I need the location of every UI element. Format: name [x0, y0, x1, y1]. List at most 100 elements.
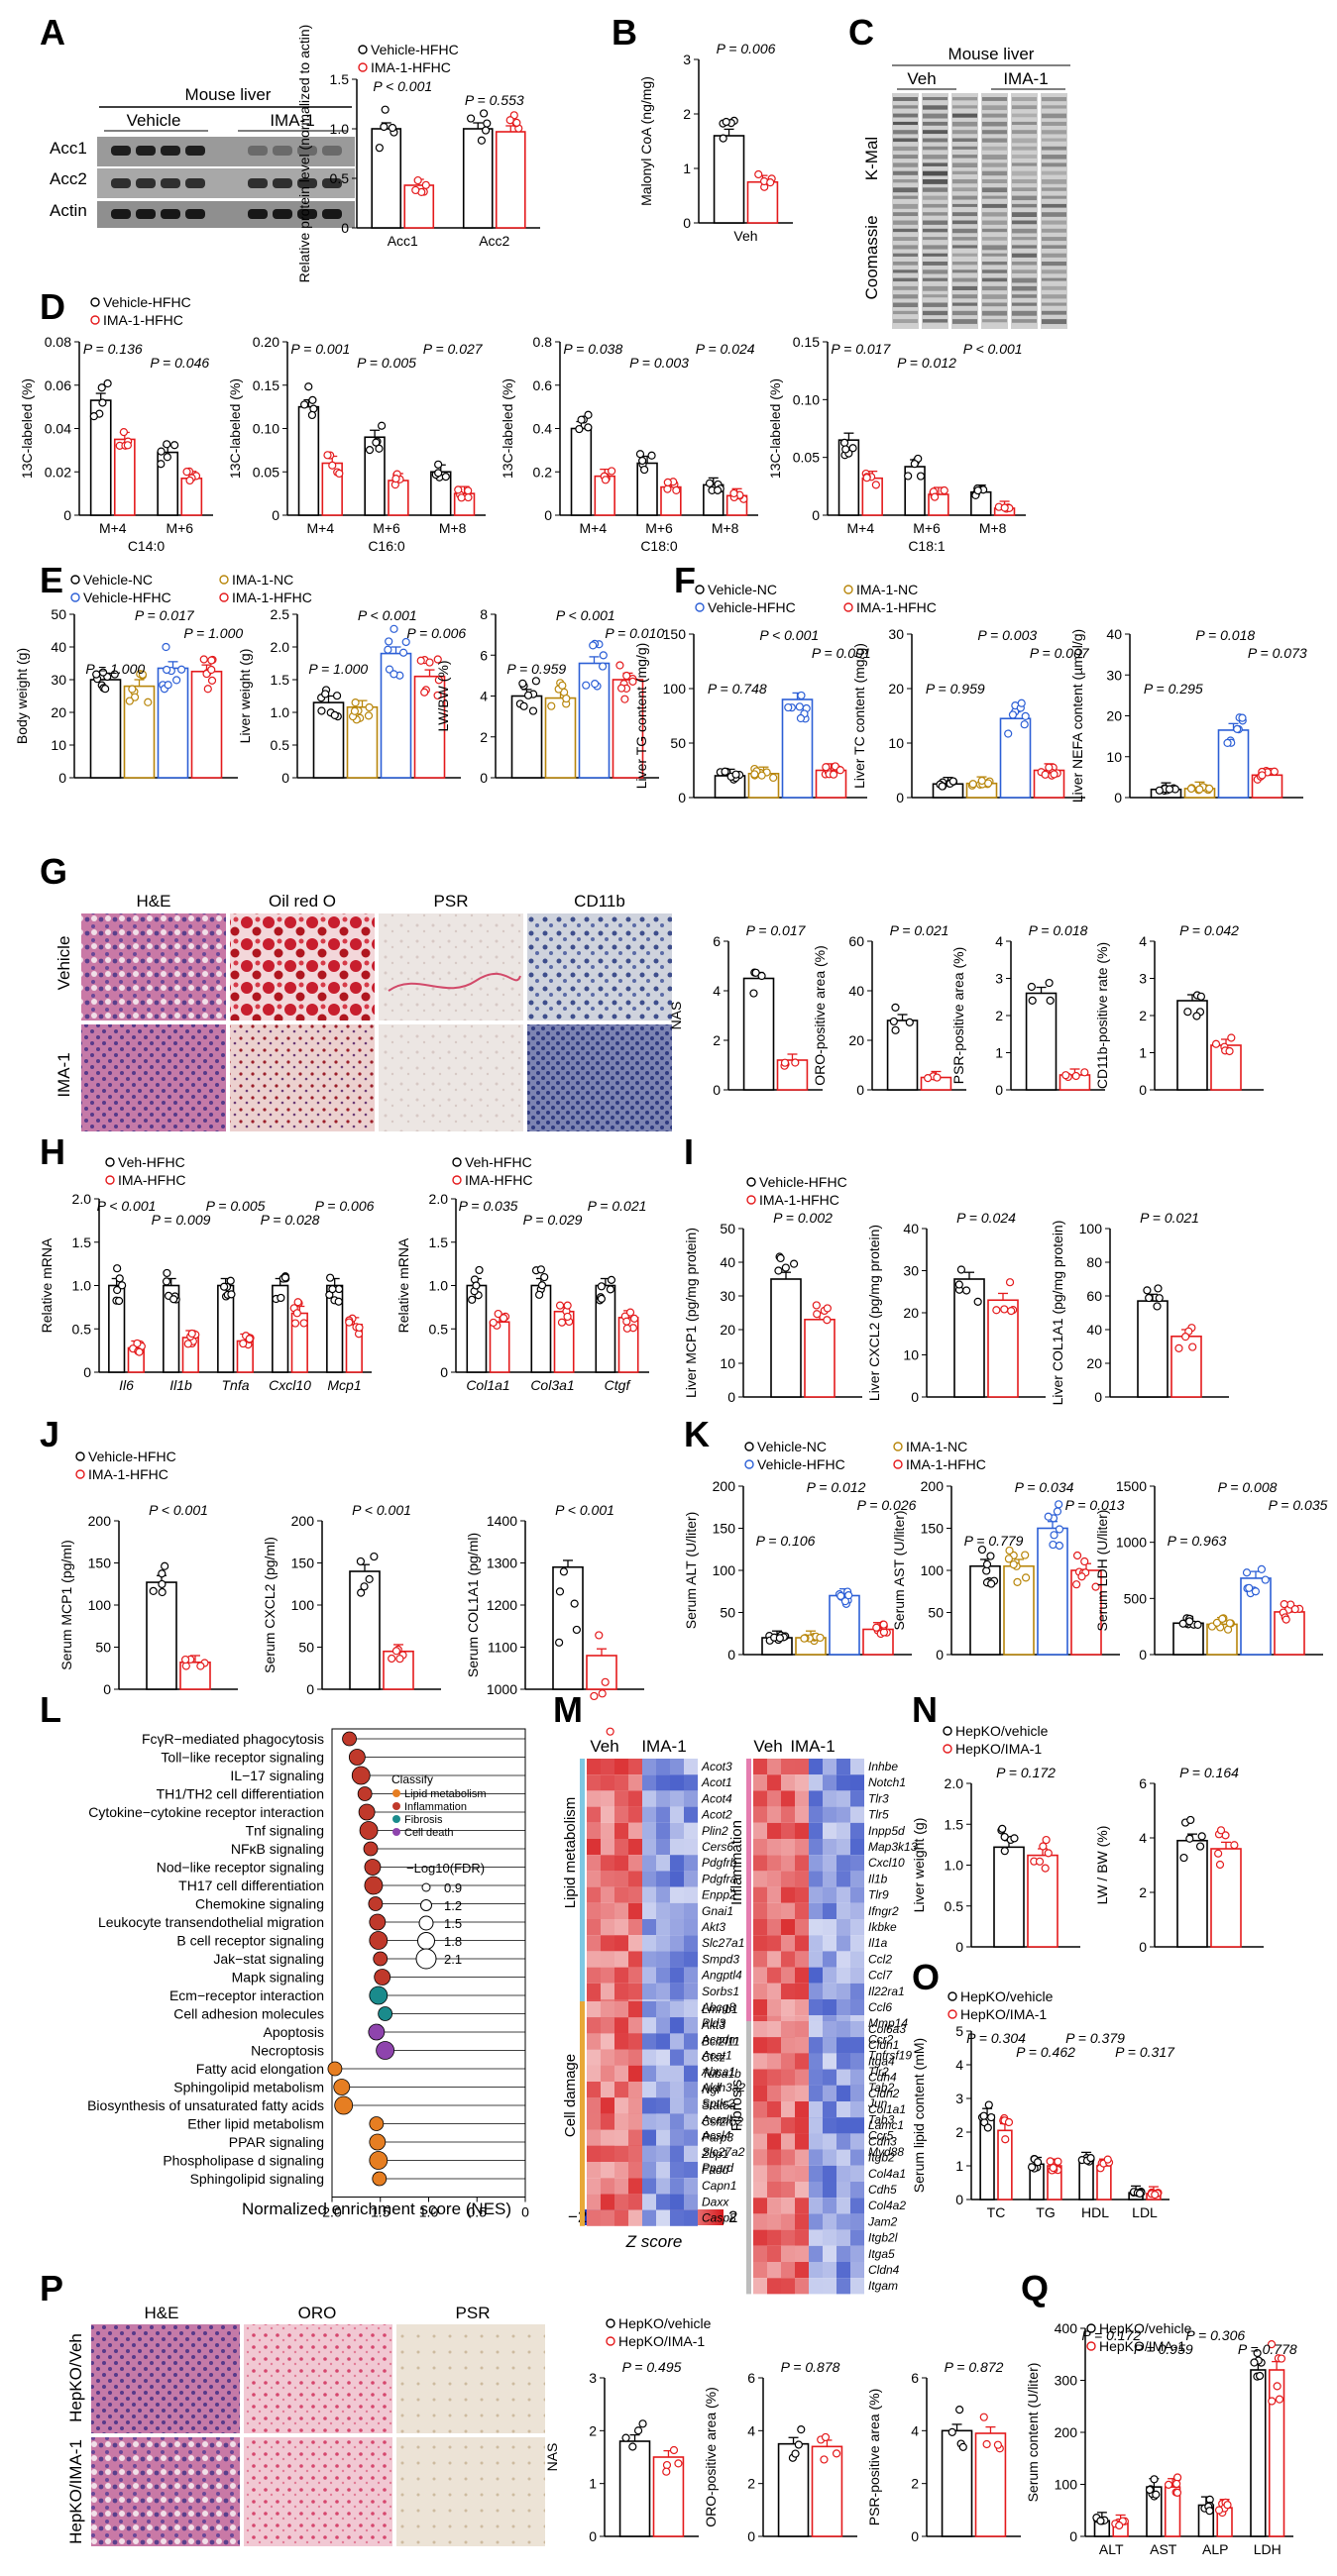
p-value: P = 0.010 [605, 625, 664, 641]
band-acc2 [161, 178, 180, 188]
data-point [601, 1677, 610, 1686]
heatmap-cell [767, 1871, 781, 1887]
y-axis-label: NAS [544, 2443, 560, 2472]
legend-label: Vehicle-NC [83, 572, 153, 588]
legend-label: IMA-1-NC [232, 572, 293, 588]
legend-marker [90, 297, 100, 307]
gel-band [893, 121, 918, 126]
histo-g-vehicle-psr [379, 913, 523, 1020]
gel-band [893, 130, 918, 135]
enrichment-dot [378, 2006, 393, 2021]
heatmap-cell [642, 1871, 656, 1887]
legend-marker [90, 315, 100, 325]
data-point [1007, 1307, 1016, 1316]
legend-marker [452, 1175, 462, 1185]
bar [713, 135, 745, 224]
gel-band [923, 277, 947, 281]
y-axis-label: Liver NEFA content (µmol/g) [1069, 629, 1085, 803]
heatmap-cell [850, 2182, 864, 2199]
heatmap-cell [656, 1806, 670, 1823]
heatmap-cell [614, 1790, 628, 1807]
heatmap-cell [781, 1871, 795, 1887]
data-point [114, 1296, 124, 1306]
heatmap-cell [781, 2229, 795, 2246]
enrichment-pathway-label: Fatty acid elongation [196, 2061, 324, 2077]
data-point [601, 476, 611, 484]
legend-marker [358, 45, 368, 54]
p-value: P = 0.018 [1029, 922, 1088, 938]
p-value: P = 0.021 [890, 922, 949, 938]
data-point [1281, 1615, 1290, 1624]
heatmap-cell [753, 1871, 767, 1887]
heatmap-cell [781, 2278, 795, 2295]
heatmap-cell [587, 2194, 601, 2210]
heatmap-cell [767, 2021, 781, 2038]
heatmap-cell [670, 1902, 684, 1919]
data-point [123, 441, 132, 450]
heatmap-cell [795, 2037, 809, 2054]
data-point [1049, 2163, 1058, 2173]
y-tick-label: 0.15 [253, 377, 279, 393]
heatmap-gene-label: Ikbke [868, 1920, 897, 1934]
data-point [606, 1285, 615, 1294]
heatmap-cell [781, 1759, 795, 1775]
data-point [1223, 2501, 1232, 2510]
heatmap-cell [781, 2021, 795, 2038]
data-point [1183, 1008, 1192, 1017]
histo-g-ima1-cd11b [527, 1024, 672, 1131]
y-tick-label: 0 [589, 2528, 597, 2544]
data-point [791, 2449, 800, 2458]
legend-label: Vehicle-HFHC [757, 1456, 845, 1472]
heatmap-gene-label: Gnai1 [702, 1904, 733, 1918]
data-point [1251, 1587, 1261, 1596]
data-point [1172, 2473, 1182, 2482]
data-point [905, 1018, 914, 1026]
y-tick-label: 40 [1086, 1322, 1102, 1338]
heatmap-cell [836, 1839, 850, 1856]
y-axis-label: ORO-positive area (%) [703, 2387, 719, 2527]
y-tick-label: 40 [1106, 626, 1122, 642]
gel-band [952, 187, 977, 192]
data-point [334, 1297, 343, 1306]
heatmap-cell [656, 2162, 670, 2179]
data-point [931, 492, 940, 501]
gel-band [1042, 105, 1066, 109]
y-tick-label: 4 [955, 2057, 963, 2073]
data-point [800, 1634, 809, 1643]
data-point [149, 1586, 158, 1595]
enrichment-dot [348, 1749, 366, 1766]
p-value: P = 1.000 [183, 625, 243, 641]
heatmap-gene-label: Pdgfrb [702, 1856, 737, 1870]
heatmap-cell [614, 1902, 628, 1919]
p-value: P < 0.001 [373, 78, 432, 94]
y-tick-label: 0.02 [45, 464, 71, 480]
heatmap-gene-label: Csf2rb2 [702, 2114, 743, 2128]
legend-label: IMA-1-HFHC [103, 312, 183, 328]
data-point [1103, 2155, 1112, 2164]
y-tick-label: 2.0 [945, 1775, 964, 1791]
histo-g-vehicle-cd11b [527, 913, 672, 1020]
gel-band [982, 105, 1007, 111]
enrichment-pathway-label: Cell adhesion molecules [173, 2006, 324, 2022]
enrichment-dot [369, 1931, 389, 1950]
data-point [1001, 2135, 1010, 2144]
gel-band [923, 138, 947, 143]
heatmap-cell [836, 2085, 850, 2101]
heatmap-cell [836, 2198, 850, 2214]
data-point [584, 423, 593, 432]
heatmap-cell [850, 1806, 864, 1823]
heatmap-cell [767, 2245, 781, 2262]
heatmap-gene-label: Itgam [868, 2279, 898, 2293]
heatmap-cell [809, 2198, 823, 2214]
data-point [433, 655, 442, 664]
heatmap-cell [642, 2209, 656, 2226]
gel-band [952, 203, 977, 207]
data-point [973, 1297, 982, 1306]
gel-band [1012, 203, 1037, 208]
y-axis-label: Liver TC content (mg/g) [851, 643, 867, 789]
